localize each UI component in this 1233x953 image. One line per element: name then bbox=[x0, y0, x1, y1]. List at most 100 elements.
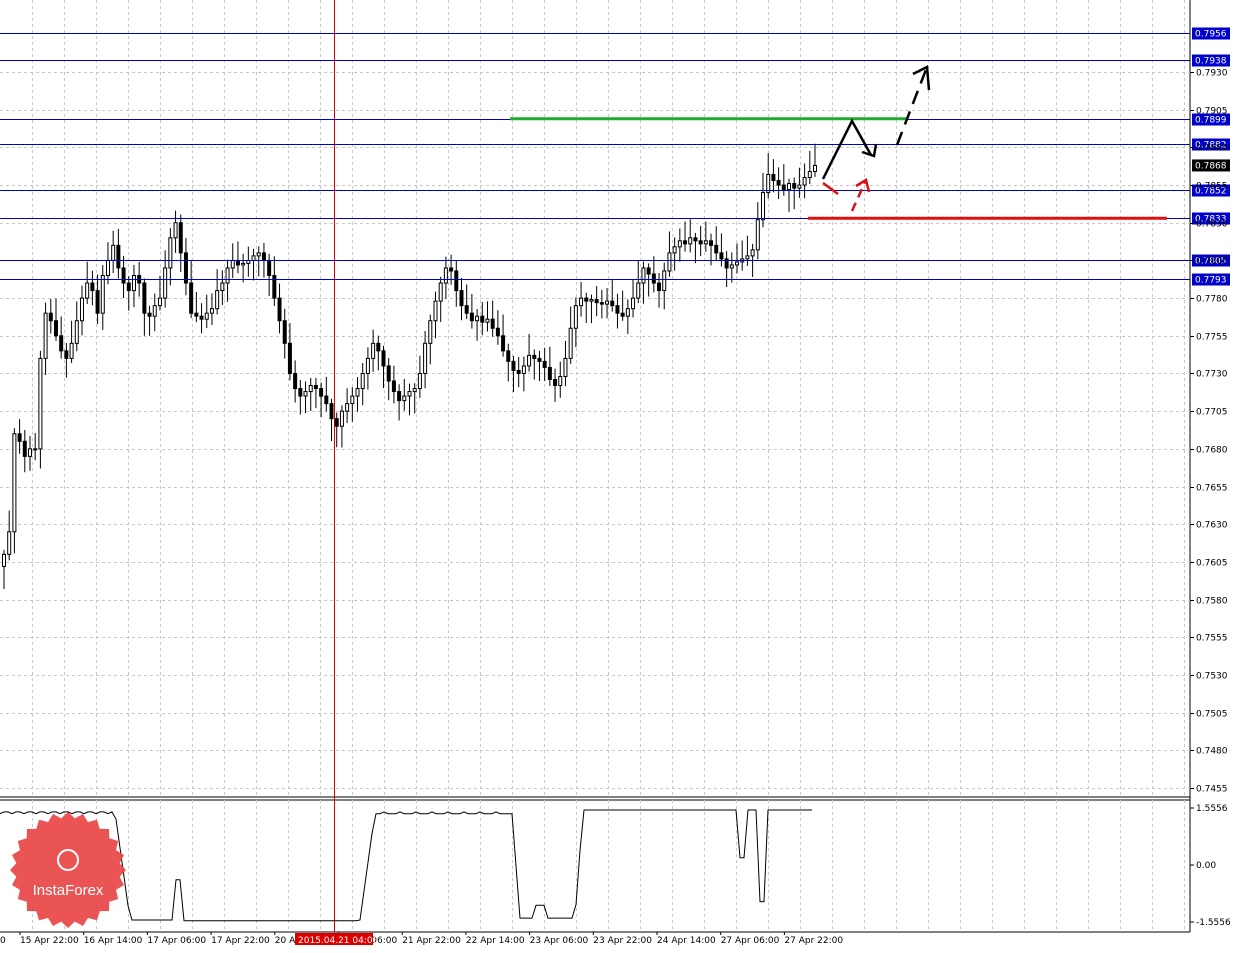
y-tick-label: 0.7755 bbox=[1196, 333, 1228, 343]
candle-body bbox=[719, 252, 724, 260]
level-label: 0.7793 bbox=[1195, 276, 1227, 286]
candle-body bbox=[527, 354, 532, 367]
candle-body bbox=[319, 388, 324, 397]
candle-body bbox=[308, 385, 313, 393]
level-label-box bbox=[1192, 54, 1230, 67]
candle-body bbox=[563, 357, 568, 377]
candle-body bbox=[293, 372, 298, 390]
candle-body bbox=[584, 297, 589, 302]
candle-body bbox=[313, 385, 318, 390]
candle-body bbox=[761, 192, 766, 221]
indicator-panel bbox=[0, 809, 812, 922]
candle-body bbox=[464, 305, 469, 314]
candle-body bbox=[802, 177, 807, 186]
candle-body bbox=[282, 320, 287, 344]
candle-body bbox=[589, 299, 594, 302]
candle-body bbox=[168, 237, 173, 269]
candle-body bbox=[90, 282, 95, 292]
candle-body bbox=[449, 267, 454, 272]
x-tick-label: 17 Apr 06:00 bbox=[147, 936, 206, 946]
candle-body bbox=[532, 354, 537, 359]
y-tick-label: 0.7805 bbox=[1196, 257, 1228, 267]
candle-body bbox=[594, 299, 599, 304]
annotations bbox=[510, 65, 1167, 220]
candle-body bbox=[787, 183, 792, 191]
y-tick-label: 0.7580 bbox=[1196, 597, 1228, 607]
candle-body bbox=[209, 308, 214, 314]
y-tick-label: 0.7830 bbox=[1196, 220, 1228, 230]
candle-body bbox=[79, 297, 84, 322]
candle-body bbox=[194, 312, 199, 317]
level-label-box bbox=[1192, 184, 1230, 197]
candle-body bbox=[116, 244, 121, 269]
candle-body bbox=[111, 244, 116, 261]
candle-body bbox=[324, 395, 329, 405]
logo-emblem bbox=[57, 849, 79, 871]
candle-body bbox=[126, 282, 131, 292]
candle-body bbox=[620, 312, 625, 317]
alt-path bbox=[822, 181, 839, 196]
candle-body bbox=[355, 388, 360, 397]
candle-body bbox=[646, 267, 651, 275]
candle-body bbox=[69, 342, 74, 359]
candle-body bbox=[547, 366, 552, 381]
candle-body bbox=[105, 259, 110, 276]
candle-body bbox=[516, 369, 521, 374]
candle-body bbox=[631, 297, 636, 310]
candle-body bbox=[350, 395, 355, 405]
candle-body bbox=[74, 320, 79, 344]
y-tick-label: 0.7605 bbox=[1196, 559, 1228, 569]
candle-body bbox=[7, 531, 12, 555]
candle-body bbox=[698, 240, 703, 245]
candle-body bbox=[797, 184, 802, 189]
crosshair-time-label: 2015.04.21 04:00 bbox=[298, 936, 379, 946]
candle-body bbox=[199, 315, 204, 320]
candle-body bbox=[542, 360, 547, 368]
indicator-line bbox=[0, 809, 812, 922]
candle-body bbox=[521, 365, 526, 374]
candle-body bbox=[178, 222, 183, 254]
candle-body bbox=[511, 360, 516, 371]
candle-body bbox=[813, 164, 817, 172]
candle-body bbox=[371, 342, 376, 359]
candle-body bbox=[204, 312, 209, 320]
candle-body bbox=[334, 418, 339, 427]
candle-body bbox=[714, 244, 719, 254]
candle-body bbox=[672, 246, 677, 254]
time-axis: 0 15 Apr 22:00 16 Apr 14:00 17 Apr 06:00 17 … bbox=[0, 932, 843, 946]
candle-body bbox=[261, 252, 266, 261]
candle-body bbox=[605, 300, 610, 305]
candle-body bbox=[2, 553, 6, 567]
candle-body bbox=[755, 219, 760, 251]
level-label: 0.7899 bbox=[1195, 116, 1227, 126]
candle-body bbox=[745, 255, 750, 260]
current-price-label: 0.7868 bbox=[1195, 161, 1227, 171]
candle-body bbox=[38, 357, 43, 450]
candle-body bbox=[27, 448, 32, 457]
candle-body bbox=[407, 391, 412, 397]
candle-body bbox=[220, 282, 225, 292]
y-tick-label: 0.7880 bbox=[1196, 144, 1228, 154]
candle-body bbox=[688, 237, 693, 245]
level-label-box bbox=[1192, 27, 1230, 40]
candle-body bbox=[235, 259, 240, 266]
candle-body bbox=[625, 308, 630, 317]
y-tick-label: 0.7480 bbox=[1196, 747, 1228, 757]
candle-body bbox=[667, 252, 672, 272]
y-tick-label: 0.7655 bbox=[1196, 484, 1228, 494]
candle-body bbox=[397, 391, 402, 402]
candle-body bbox=[724, 258, 729, 269]
candle-body bbox=[59, 335, 64, 352]
level-label-box bbox=[1192, 138, 1230, 151]
candle-body bbox=[750, 249, 755, 257]
candle-body bbox=[329, 403, 334, 420]
x-tick-label: 27 Apr 06:00 bbox=[721, 936, 780, 946]
candle-body bbox=[189, 282, 194, 314]
candle-body bbox=[641, 267, 646, 284]
candle-body bbox=[480, 315, 485, 323]
level-label-box bbox=[1192, 273, 1230, 286]
candle-body bbox=[272, 274, 277, 299]
level-label: 0.7956 bbox=[1195, 30, 1227, 40]
candle-body bbox=[735, 261, 740, 266]
